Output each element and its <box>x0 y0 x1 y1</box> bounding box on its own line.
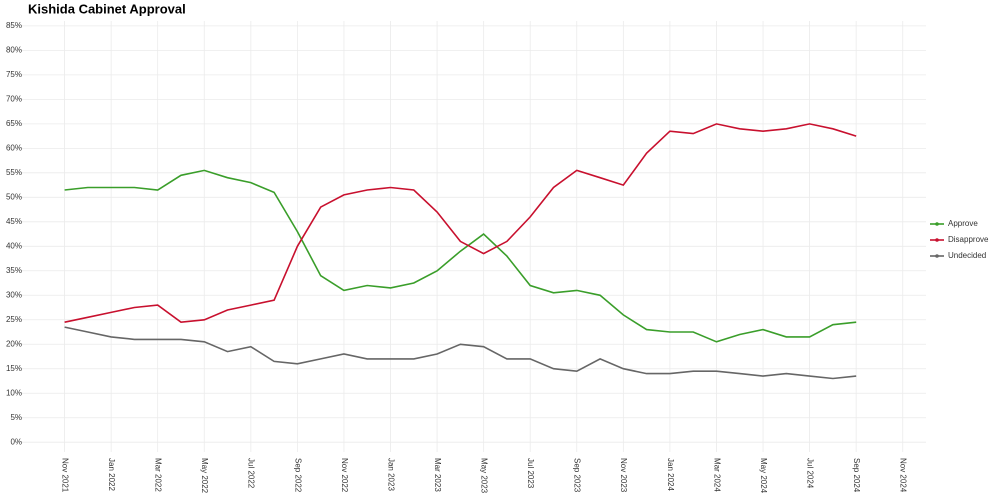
x-tick-label: Nov 2024 <box>899 458 908 493</box>
y-tick-label: 70% <box>6 94 22 103</box>
x-tick-label: Jan 2024 <box>666 458 675 491</box>
x-tick-label: May 2024 <box>759 458 768 494</box>
x-tick-label: May 2022 <box>200 458 209 494</box>
legend-label: Undecided <box>948 251 986 260</box>
y-tick-label: 30% <box>6 290 22 299</box>
y-tick-label: 45% <box>6 217 22 226</box>
y-tick-label: 35% <box>6 266 22 275</box>
x-tick-label: Sep 2022 <box>293 458 302 493</box>
trend-line <box>64 169 857 343</box>
x-tick-label: Jul 2023 <box>526 458 535 489</box>
y-tick-label: 20% <box>6 339 22 348</box>
legend-swatch-dot <box>935 238 939 242</box>
y-tick-label: 10% <box>6 388 22 397</box>
x-tick-label: Nov 2021 <box>60 458 69 493</box>
x-tick-label: Jan 2023 <box>386 458 395 491</box>
x-tick-label: Jan 2022 <box>107 458 116 491</box>
trend-line <box>64 123 857 324</box>
y-tick-label: 55% <box>6 168 22 177</box>
x-tick-label: Jul 2024 <box>805 458 814 489</box>
x-tick-label: Sep 2023 <box>573 458 582 493</box>
x-tick-label: Nov 2022 <box>340 458 349 493</box>
x-tick-label: Mar 2023 <box>433 458 442 492</box>
y-tick-label: 5% <box>10 413 22 422</box>
x-tick-label: May 2023 <box>480 458 489 494</box>
y-tick-label: 75% <box>6 70 22 79</box>
y-tick-label: 40% <box>6 241 22 250</box>
legend-swatch-dot <box>935 254 939 258</box>
x-tick-label: Nov 2023 <box>619 458 628 493</box>
y-tick-label: 65% <box>6 119 22 128</box>
legend-label: Approve <box>948 219 978 228</box>
legend-swatch-dot <box>935 222 939 226</box>
x-tick-label: Mar 2024 <box>712 458 721 492</box>
chart-title: Kishida Cabinet Approval <box>28 1 186 16</box>
y-tick-label: 15% <box>6 364 22 373</box>
x-tick-label: Mar 2022 <box>154 458 163 492</box>
y-tick-label: 0% <box>10 437 22 446</box>
legend-label: Disapprove <box>948 235 989 244</box>
y-tick-label: 80% <box>6 45 22 54</box>
trend-line <box>64 326 857 380</box>
y-tick-label: 50% <box>6 192 22 201</box>
x-tick-label: Sep 2024 <box>852 458 861 493</box>
x-tick-label: Jul 2022 <box>247 458 256 489</box>
y-tick-label: 60% <box>6 143 22 152</box>
y-tick-label: 25% <box>6 315 22 324</box>
y-tick-label: 85% <box>6 21 22 30</box>
